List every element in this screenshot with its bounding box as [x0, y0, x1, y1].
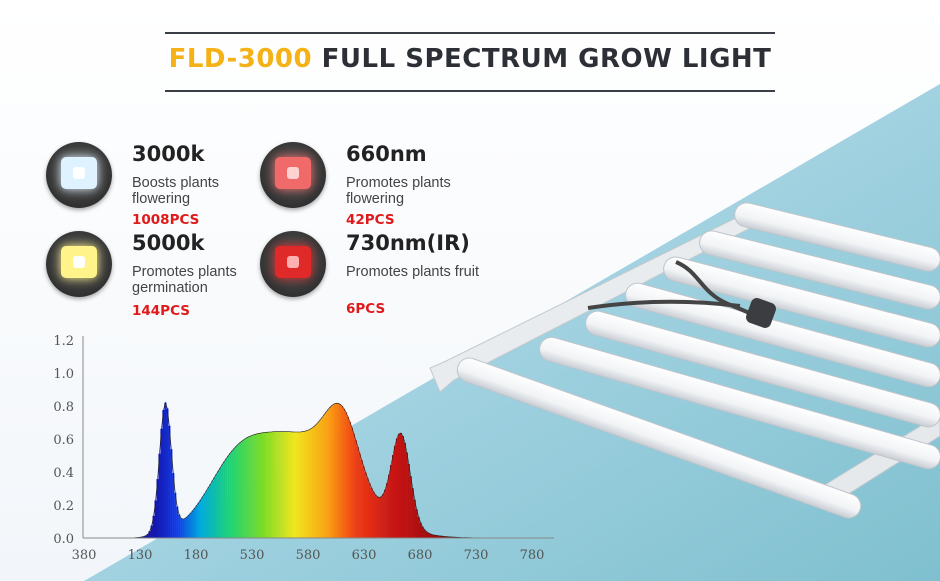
- y-tick-label: 1.2: [53, 334, 74, 349]
- fixture-bar: [663, 256, 940, 348]
- title-rest: FULL SPECTRUM GROW LIGHT: [321, 44, 772, 74]
- spec-desc: Promotes plants flowering: [346, 175, 451, 207]
- fixture-cable: [587, 260, 776, 328]
- x-tick-label: 630: [352, 548, 377, 563]
- x-tick-label: 680: [408, 548, 433, 563]
- spec-pcs: 144PCS: [132, 303, 190, 319]
- title-bottom-rule: [165, 90, 775, 92]
- x-tick-label: 580: [296, 548, 321, 563]
- fixture-bars: [456, 202, 940, 519]
- y-tick-label: 0.0: [53, 532, 74, 547]
- spec-name: 3000k: [132, 142, 205, 166]
- spec-name: 660nm: [346, 142, 427, 166]
- x-tick-label: 780: [520, 548, 545, 563]
- spec-pcs: 42PCS: [346, 212, 395, 228]
- x-ticks: 380 130 180 530 580 630 680 730 780: [72, 548, 545, 563]
- y-tick-label: 1.0: [53, 367, 74, 382]
- led-chip-icon: [46, 231, 112, 297]
- spec-pcs: 1008PCS: [132, 212, 200, 228]
- y-tick-label: 0.2: [53, 499, 74, 514]
- title-top-rule: [165, 32, 775, 34]
- fixture-bar: [456, 357, 862, 519]
- led-chip-dot: [73, 256, 85, 268]
- y-tick-label: 0.8: [53, 400, 74, 415]
- title-model: FLD-3000: [168, 44, 313, 74]
- spec-desc: Boosts plants flowering: [132, 175, 220, 207]
- led-chip-dot: [287, 256, 299, 268]
- y-tick-label: 0.6: [53, 433, 74, 448]
- title-block: FLD-3000 FULL SPECTRUM GROW LIGHT: [165, 32, 775, 92]
- x-tick-label: 530: [240, 548, 265, 563]
- led-chip-dot: [73, 167, 85, 179]
- x-tick-label: 380: [72, 548, 97, 563]
- y-tick-label: 0.4: [53, 466, 74, 481]
- x-tick-label: 730: [464, 548, 489, 563]
- x-tick-label: 180: [184, 548, 209, 563]
- y-ticks: 1.2 1.0 0.8 0.6 0.4 0.2 0.0: [53, 334, 74, 547]
- fixture-bar: [539, 336, 940, 470]
- page-title: FLD-3000 FULL SPECTRUM GROW LIGHT: [165, 44, 775, 74]
- led-chip-icon: [260, 231, 326, 297]
- spec-pcs: 6PCS: [346, 301, 386, 317]
- led-chip-icon: [46, 142, 112, 208]
- spec-name: 730nm(IR): [346, 231, 470, 255]
- led-chip-icon: [260, 142, 326, 208]
- x-tick-label: 130: [128, 548, 153, 563]
- spec-desc: Promotes plants germination: [132, 264, 237, 296]
- spectrum-bars: [130, 402, 556, 538]
- spec-name: 5000k: [132, 231, 205, 255]
- led-chip-dot: [287, 167, 299, 179]
- spec-desc: Promotes plants fruit: [346, 264, 479, 280]
